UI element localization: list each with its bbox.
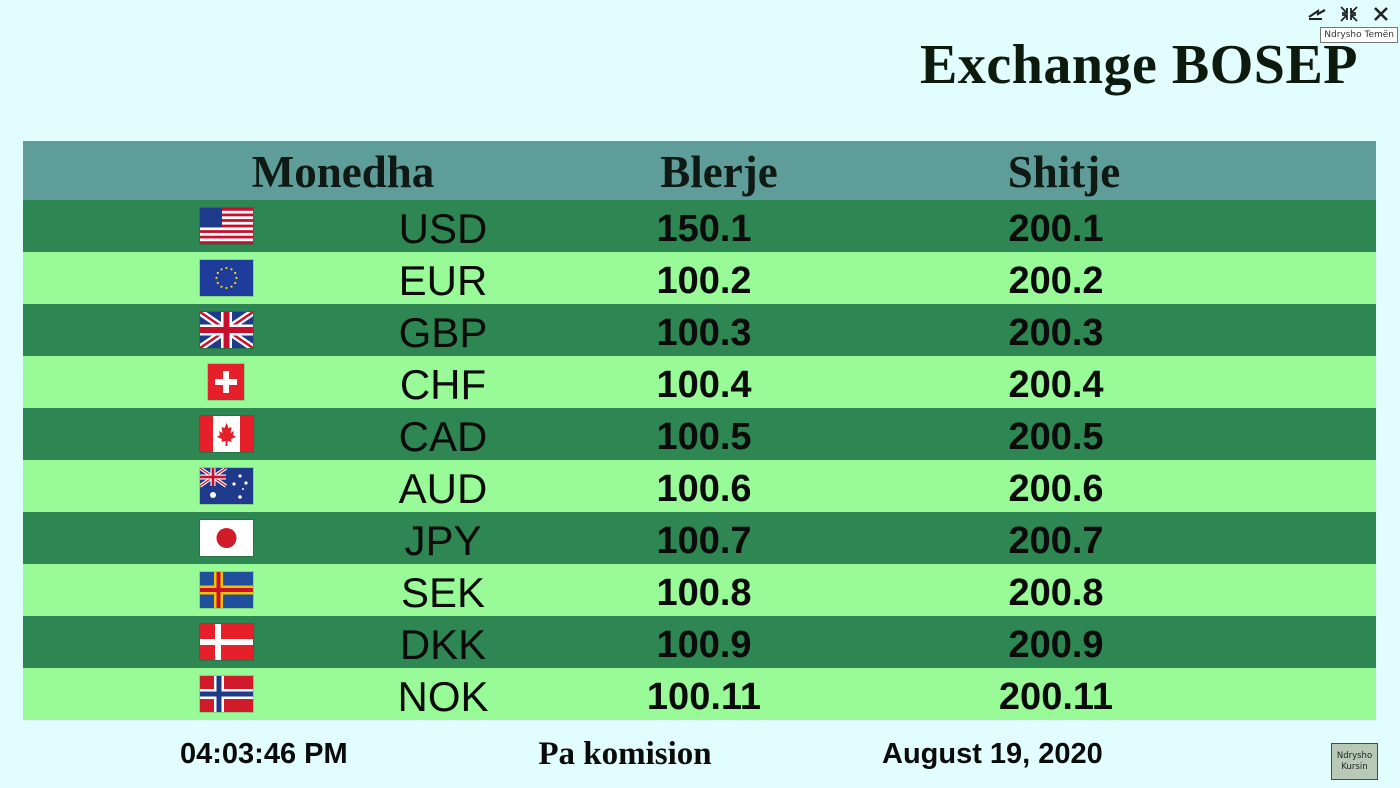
table-row: SEK 100.8 200.8 xyxy=(23,564,1376,616)
sell-rate: 200.4 xyxy=(1008,364,1104,406)
currency-code: JPY xyxy=(404,517,482,564)
header-buy: Blerje xyxy=(660,147,778,197)
currency-code: USD xyxy=(398,205,488,252)
flag-dk-icon xyxy=(200,624,253,660)
flag-no-icon xyxy=(200,676,253,712)
buy-rate: 150.1 xyxy=(656,208,752,250)
sell-rate: 200.3 xyxy=(1008,312,1104,354)
header-currency: Monedha xyxy=(251,147,435,197)
table-row: CHF 100.4 200.4 xyxy=(23,356,1376,408)
exchange-rate-board: Monedha Blerje Shitje USD 150.1 200.1 xyxy=(23,141,1376,720)
close-icon[interactable] xyxy=(1370,4,1392,24)
buy-rate: 100.7 xyxy=(656,520,752,562)
swap-arrows-icon[interactable] xyxy=(1306,4,1328,24)
currency-code: AUD xyxy=(398,465,488,512)
table-row: DKK 100.9 200.9 xyxy=(23,616,1376,668)
currency-code: SEK xyxy=(400,569,486,616)
flag-gb-icon xyxy=(200,312,253,348)
table-row: GBP 100.3 200.3 xyxy=(23,304,1376,356)
table-row: AUD 100.6 200.6 xyxy=(23,460,1376,512)
buy-rate: 100.3 xyxy=(656,312,752,354)
flag-jp-icon xyxy=(200,520,253,556)
change-rate-label-line1: Ndrysho xyxy=(1336,751,1373,761)
commission-note: Pa komision xyxy=(538,736,712,772)
date: August 19, 2020 xyxy=(882,738,1103,770)
table-row: CAD 100.5 200.5 xyxy=(23,408,1376,460)
theme-tooltip: Ndrysho Temën xyxy=(1320,27,1398,43)
buy-rate: 100.11 xyxy=(646,676,762,718)
table-row: EUR 100.2 200.2 xyxy=(23,252,1376,304)
buy-rate: 100.2 xyxy=(656,260,752,302)
buy-rate: 100.4 xyxy=(656,364,752,406)
sell-rate: 200.7 xyxy=(1008,520,1104,562)
currency-code: NOK xyxy=(397,673,489,720)
flag-eu-icon xyxy=(200,260,253,296)
shrink-icon[interactable] xyxy=(1338,4,1360,24)
currency-code: EUR xyxy=(398,257,488,304)
flag-us-icon xyxy=(200,208,253,244)
flag-ca-icon xyxy=(200,416,253,452)
flag-ch-icon xyxy=(208,364,244,400)
currency-code: CHF xyxy=(399,361,487,408)
flag-se-icon xyxy=(200,572,253,608)
buy-rate: 100.5 xyxy=(656,416,752,458)
clock: 04:03:46 PM xyxy=(180,738,348,770)
change-rate-button[interactable]: Ndrysho Kursin xyxy=(1331,743,1378,780)
buy-rate: 100.9 xyxy=(656,624,752,666)
buy-rate: 100.8 xyxy=(656,572,752,614)
currency-code: CAD xyxy=(398,413,488,460)
sell-rate: 200.1 xyxy=(1008,208,1104,250)
window-controls xyxy=(1302,2,1392,26)
sell-rate: 200.6 xyxy=(1008,468,1104,510)
sell-rate: 200.8 xyxy=(1008,572,1104,614)
sell-rate: 200.5 xyxy=(1008,416,1104,458)
table-row: USD 150.1 200.1 xyxy=(23,200,1376,252)
table-header: Monedha Blerje Shitje xyxy=(23,141,1376,200)
buy-rate: 100.6 xyxy=(656,468,752,510)
change-rate-label-line2: Kursin xyxy=(1341,762,1368,772)
table-row: JPY 100.7 200.7 xyxy=(23,512,1376,564)
sell-rate: 200.2 xyxy=(1008,260,1104,302)
flag-au-icon xyxy=(200,468,253,504)
app-title: Exchange BOSEP xyxy=(920,34,1358,96)
header-sell: Shitje xyxy=(1007,147,1121,197)
currency-code: GBP xyxy=(398,309,488,356)
sell-rate: 200.11 xyxy=(998,676,1114,718)
currency-code: DKK xyxy=(399,621,487,668)
sell-rate: 200.9 xyxy=(1008,624,1104,666)
table-row: NOK 100.11 200.11 xyxy=(23,668,1376,720)
